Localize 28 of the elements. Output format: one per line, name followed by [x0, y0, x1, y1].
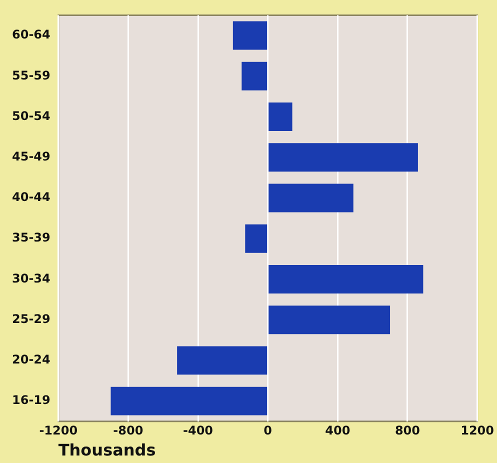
bar: [177, 346, 268, 375]
bar: [242, 62, 268, 90]
y-tick-label: 45-49: [12, 149, 50, 164]
y-tick-label: 25-29: [12, 312, 50, 326]
y-tick-label: 30-34: [12, 271, 50, 286]
x-tick-label: 800: [394, 424, 420, 438]
y-tick-label: 35-39: [12, 230, 50, 245]
bar: [268, 143, 418, 172]
y-tick-label: 40-44: [12, 190, 50, 204]
x-tick-label: -400: [183, 424, 214, 438]
bar: [268, 265, 424, 294]
x-tick-label: 400: [325, 424, 350, 438]
bar: [245, 224, 268, 253]
x-tick-label: 1200: [460, 424, 494, 438]
y-tick-label: 20-24: [12, 352, 50, 367]
bar: [268, 306, 390, 334]
bar: [232, 21, 268, 50]
x-tick-label: -800: [113, 424, 144, 438]
bar: [268, 184, 354, 212]
x-tick-label: 0: [264, 424, 272, 438]
y-tick-label: 60-64: [12, 28, 50, 42]
y-tick-label: 50-54: [12, 108, 50, 123]
x-axis-title: Thousands: [58, 440, 156, 460]
y-tick-label: 55-59: [12, 68, 50, 82]
bar: [268, 102, 292, 131]
y-tick-label: 16-19: [12, 393, 50, 408]
bar: [110, 386, 268, 416]
x-tick-label: -1200: [39, 424, 78, 438]
